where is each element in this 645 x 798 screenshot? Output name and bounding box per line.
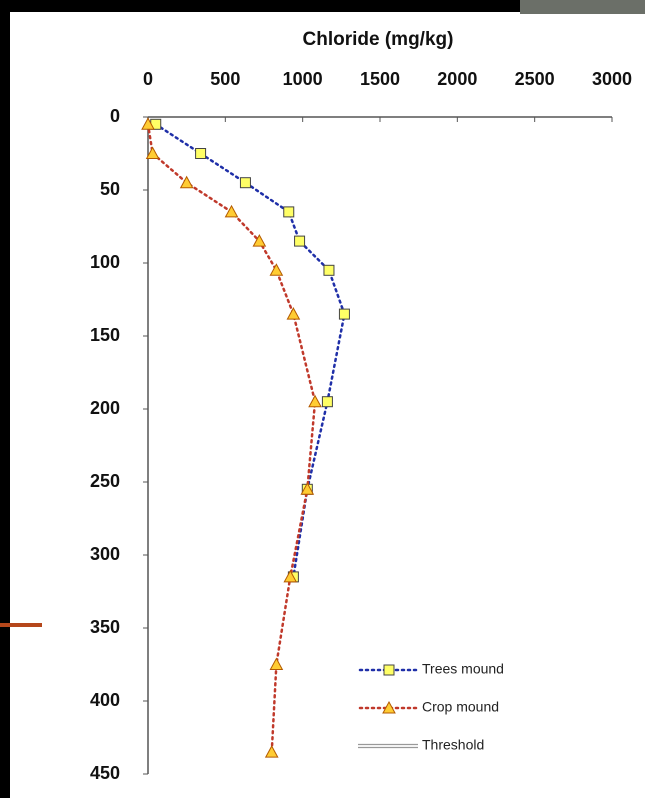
x-tick-label: 1000 — [283, 69, 323, 89]
data-point — [324, 265, 334, 275]
y-tick-label: 250 — [90, 471, 120, 491]
y-tick-label: 450 — [90, 763, 120, 783]
y-tick-label: 200 — [90, 398, 120, 418]
x-tick-label: 500 — [210, 69, 240, 89]
data-point — [339, 309, 349, 319]
page: {"chart_data": {"type": "line", "title":… — [0, 0, 645, 798]
y-tick-label: 400 — [90, 690, 120, 710]
y-tick-label: 100 — [90, 252, 120, 272]
legend-marker — [384, 665, 394, 675]
chart-title: Chloride (mg/kg) — [303, 29, 454, 50]
x-tick-label: 2500 — [515, 69, 555, 89]
chart: Chloride (mg/kg) 05001000150020002500300… — [0, 0, 645, 798]
legend-label: Threshold — [422, 737, 484, 753]
data-point — [295, 236, 305, 246]
y-tick-label: 300 — [90, 544, 120, 564]
y-tick-label: 50 — [100, 179, 120, 199]
legend-label: Trees mound — [422, 661, 504, 677]
data-point — [284, 207, 294, 217]
legend-label: Crop mound — [422, 699, 499, 715]
y-tick-label: 150 — [90, 325, 120, 345]
y-tick-label: 0 — [110, 106, 120, 126]
x-tick-label: 0 — [143, 69, 153, 89]
y-tick-label: 350 — [90, 617, 120, 637]
data-point — [322, 397, 332, 407]
x-tick-label: 1500 — [360, 69, 400, 89]
x-tick-label: 2000 — [437, 69, 477, 89]
x-tick-label: 3000 — [592, 69, 632, 89]
photo-strip — [520, 0, 645, 14]
data-point — [196, 149, 206, 159]
data-point — [240, 178, 250, 188]
